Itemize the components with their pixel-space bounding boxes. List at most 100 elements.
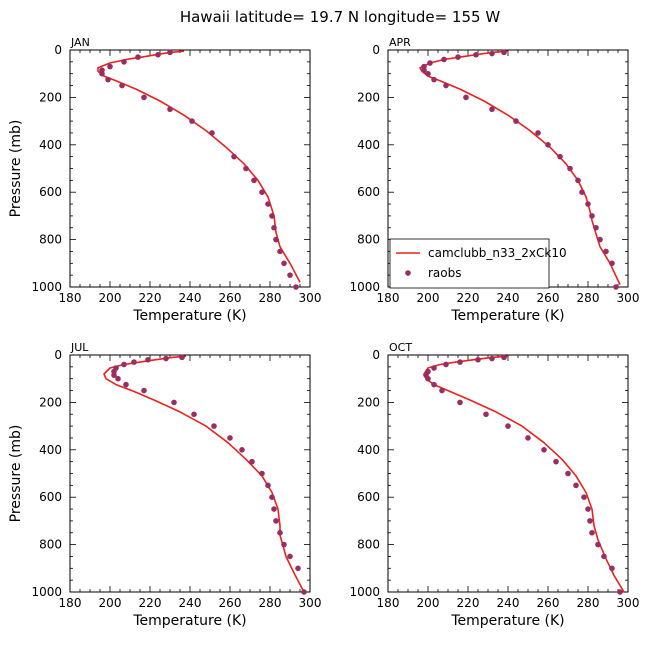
y-tick-label: 400 bbox=[39, 443, 62, 457]
panel-oct: 180 200 220 240 260 280 300 0 200 400 600 800 1000 Te… bbox=[349, 341, 639, 629]
x-tick-label: 200 bbox=[417, 291, 440, 305]
raobs-point bbox=[489, 106, 495, 113]
raobs-point bbox=[457, 399, 463, 406]
raobs-point bbox=[585, 506, 591, 512]
raobs-point bbox=[545, 142, 551, 148]
model-profile-line bbox=[423, 355, 625, 593]
raobs-point bbox=[565, 470, 571, 477]
x-tick-label: 200 bbox=[99, 596, 122, 610]
raobs-point bbox=[541, 447, 547, 453]
x-tick-label: 300 bbox=[299, 596, 322, 610]
raobs-point bbox=[489, 355, 495, 362]
x-tick-label: 240 bbox=[497, 291, 520, 305]
raobs-point bbox=[269, 494, 275, 501]
y-tick-label: 400 bbox=[357, 138, 380, 152]
raobs-point bbox=[601, 553, 607, 560]
raobs-point bbox=[427, 60, 433, 66]
raobs-point bbox=[99, 70, 105, 77]
raobs-point bbox=[431, 381, 437, 388]
raobs-point bbox=[119, 82, 125, 89]
y-tick-label: 200 bbox=[39, 395, 62, 409]
y-tick-label: 200 bbox=[39, 90, 62, 104]
raobs-point bbox=[425, 375, 431, 382]
raobs-point bbox=[231, 153, 237, 160]
x-tick-label: 240 bbox=[179, 291, 202, 305]
raobs-point bbox=[585, 201, 591, 207]
x-tick-label: 180 bbox=[377, 596, 400, 610]
model-profile-line bbox=[103, 355, 305, 593]
raobs-point bbox=[273, 236, 279, 243]
x-axis-label: Temperature (K) bbox=[132, 308, 246, 324]
raobs-point bbox=[293, 284, 299, 290]
raobs-point bbox=[593, 224, 599, 231]
y-tick-label: 600 bbox=[357, 185, 380, 199]
raobs-point bbox=[505, 423, 511, 429]
raobs-point bbox=[121, 59, 127, 65]
x-tick-label: 260 bbox=[537, 596, 560, 610]
raobs-point bbox=[431, 76, 437, 83]
legend-model-label: camclubb_n33_2xCk10 bbox=[428, 246, 567, 260]
x-tick-label: 240 bbox=[497, 596, 520, 610]
panel-label: JAN bbox=[70, 36, 90, 49]
raobs-point bbox=[609, 260, 615, 267]
raobs-point bbox=[439, 387, 445, 394]
raobs-point bbox=[443, 361, 449, 368]
raobs-point bbox=[473, 51, 479, 58]
raobs-point bbox=[535, 130, 541, 136]
raobs-point bbox=[259, 189, 265, 195]
legend-obs-label: raobs bbox=[428, 266, 462, 280]
raobs-point bbox=[463, 94, 469, 101]
panel-label: OCT bbox=[389, 341, 412, 354]
x-tick-label: 180 bbox=[377, 291, 400, 305]
raobs-point bbox=[589, 213, 595, 219]
x-tick-label: 300 bbox=[617, 596, 640, 610]
raobs-point bbox=[167, 106, 173, 113]
plot-frame bbox=[69, 49, 311, 288]
raobs-point bbox=[457, 359, 463, 365]
y-axis-label: Pressure (mb) bbox=[8, 425, 24, 523]
raobs-point bbox=[115, 375, 121, 382]
x-tick-label: 280 bbox=[577, 596, 600, 610]
raobs-point bbox=[589, 529, 595, 536]
raobs-point bbox=[501, 49, 507, 56]
y-tick-label: 600 bbox=[357, 490, 380, 504]
raobs-point bbox=[609, 565, 615, 572]
y-tick-label: 1000 bbox=[349, 585, 380, 599]
raobs-point bbox=[603, 248, 609, 255]
raobs-point bbox=[301, 589, 307, 595]
x-tick-label: 220 bbox=[457, 291, 480, 305]
x-tick-label: 220 bbox=[457, 596, 480, 610]
x-tick-label: 300 bbox=[617, 291, 640, 305]
panels: 180 200 220 240 260 280 300 0 200 400 600 800 1000 Te… bbox=[8, 36, 639, 629]
x-tick-label: 280 bbox=[259, 596, 282, 610]
raobs-point bbox=[455, 54, 461, 60]
raobs-point bbox=[421, 67, 427, 73]
raobs-point bbox=[189, 118, 195, 124]
raobs-point bbox=[265, 201, 271, 207]
raobs-point bbox=[179, 354, 185, 361]
raobs-point bbox=[579, 189, 585, 195]
raobs-point bbox=[163, 355, 169, 362]
raobs-point bbox=[281, 541, 287, 548]
x-tick-label: 300 bbox=[299, 291, 322, 305]
raobs-point bbox=[243, 165, 249, 172]
figure-title: Hawaii latitude= 19.7 N longitude= 155 W bbox=[180, 8, 500, 26]
raobs-point bbox=[425, 70, 431, 77]
raobs-point bbox=[489, 50, 495, 57]
legend-box bbox=[389, 238, 550, 289]
y-tick-label: 400 bbox=[39, 138, 62, 152]
model-profile-line bbox=[97, 50, 301, 283]
x-tick-label: 220 bbox=[139, 291, 162, 305]
y-tick-label: 200 bbox=[357, 90, 380, 104]
raobs-point bbox=[553, 458, 559, 465]
x-tick-label: 180 bbox=[59, 596, 82, 610]
raobs-point bbox=[595, 541, 601, 548]
raobs-point bbox=[107, 63, 113, 70]
raobs-point bbox=[271, 224, 277, 231]
y-tick-label: 0 bbox=[372, 348, 380, 362]
y-tick-label: 0 bbox=[54, 348, 62, 362]
raobs-point bbox=[483, 411, 489, 418]
x-tick-label: 180 bbox=[59, 291, 82, 305]
raobs-point bbox=[135, 54, 141, 60]
raobs-point bbox=[273, 518, 279, 524]
